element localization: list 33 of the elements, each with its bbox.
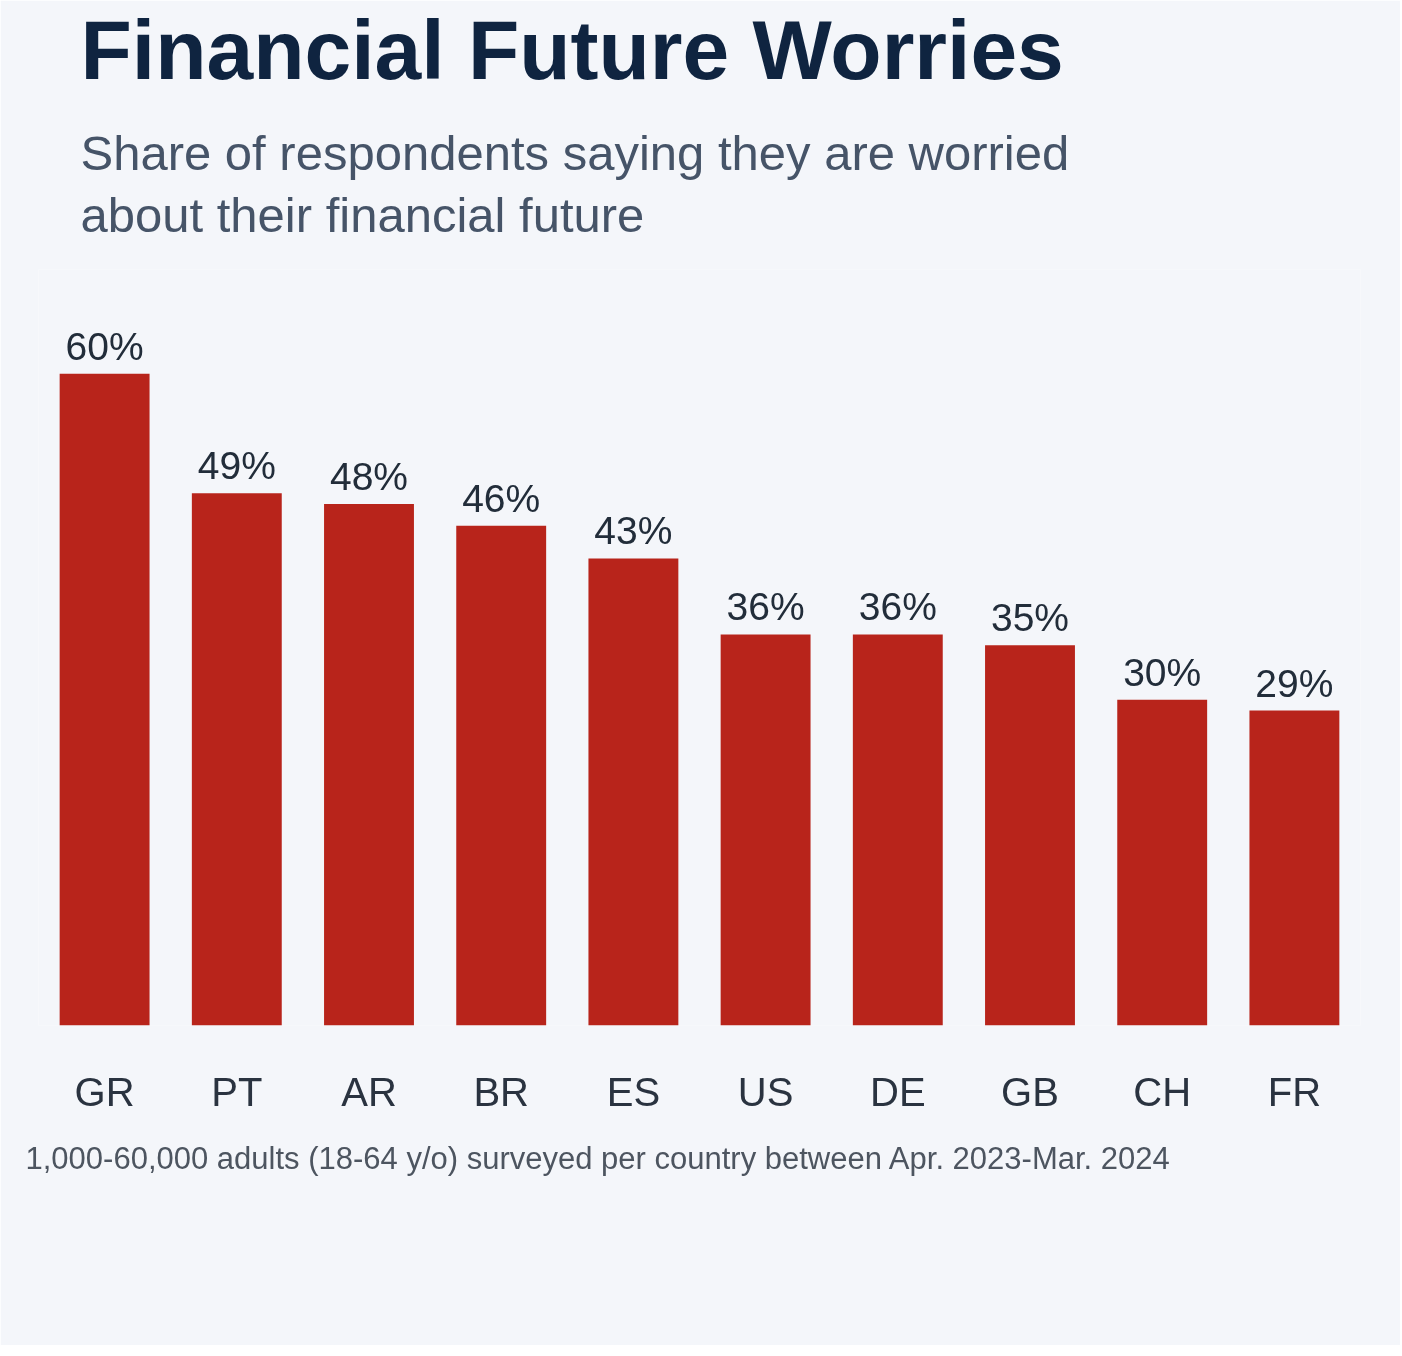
data-label: 46%	[462, 476, 541, 520]
data-label: 49%	[197, 444, 276, 488]
x-tick-label: GR	[74, 1069, 135, 1114]
x-tick-label: GB	[1001, 1069, 1059, 1114]
bar	[1117, 699, 1208, 1026]
bar	[1249, 710, 1340, 1026]
bar	[985, 645, 1075, 1026]
data-label: 60%	[65, 324, 144, 368]
bar	[324, 504, 414, 1026]
x-tick-label: FR	[1267, 1069, 1322, 1114]
data-label: 48%	[329, 455, 409, 499]
bar	[852, 634, 943, 1026]
bar	[588, 558, 679, 1026]
x-tick-label: ES	[606, 1069, 661, 1114]
bar	[720, 634, 811, 1026]
x-tick-label: DE	[870, 1069, 926, 1114]
bar	[456, 525, 547, 1026]
bar	[59, 373, 150, 1026]
x-tick-label: US	[737, 1069, 794, 1114]
data-label: 36%	[858, 585, 937, 629]
x-tick-label: BR	[473, 1069, 529, 1114]
data-label: 29%	[1255, 661, 1334, 705]
data-label: 30%	[1123, 650, 1202, 694]
data-label: 36%	[726, 585, 805, 629]
data-label: 35%	[990, 596, 1070, 640]
chart-title: Financial Future Worries	[80, 2, 1064, 97]
bar	[191, 493, 282, 1026]
data-label: 43%	[594, 509, 673, 553]
text: 1,000-60,000 adults (18-64 y/o) surveyed per country between Apr. 2023-Mar. 2024	[25, 1141, 1170, 1176]
x-tick-label: AR	[341, 1069, 397, 1114]
x-tick-label: CH	[1133, 1069, 1192, 1114]
x-tick-label: PT	[211, 1069, 263, 1114]
chart-subtitle: Share of respondents saying they are worried about their financial future	[80, 125, 1070, 242]
